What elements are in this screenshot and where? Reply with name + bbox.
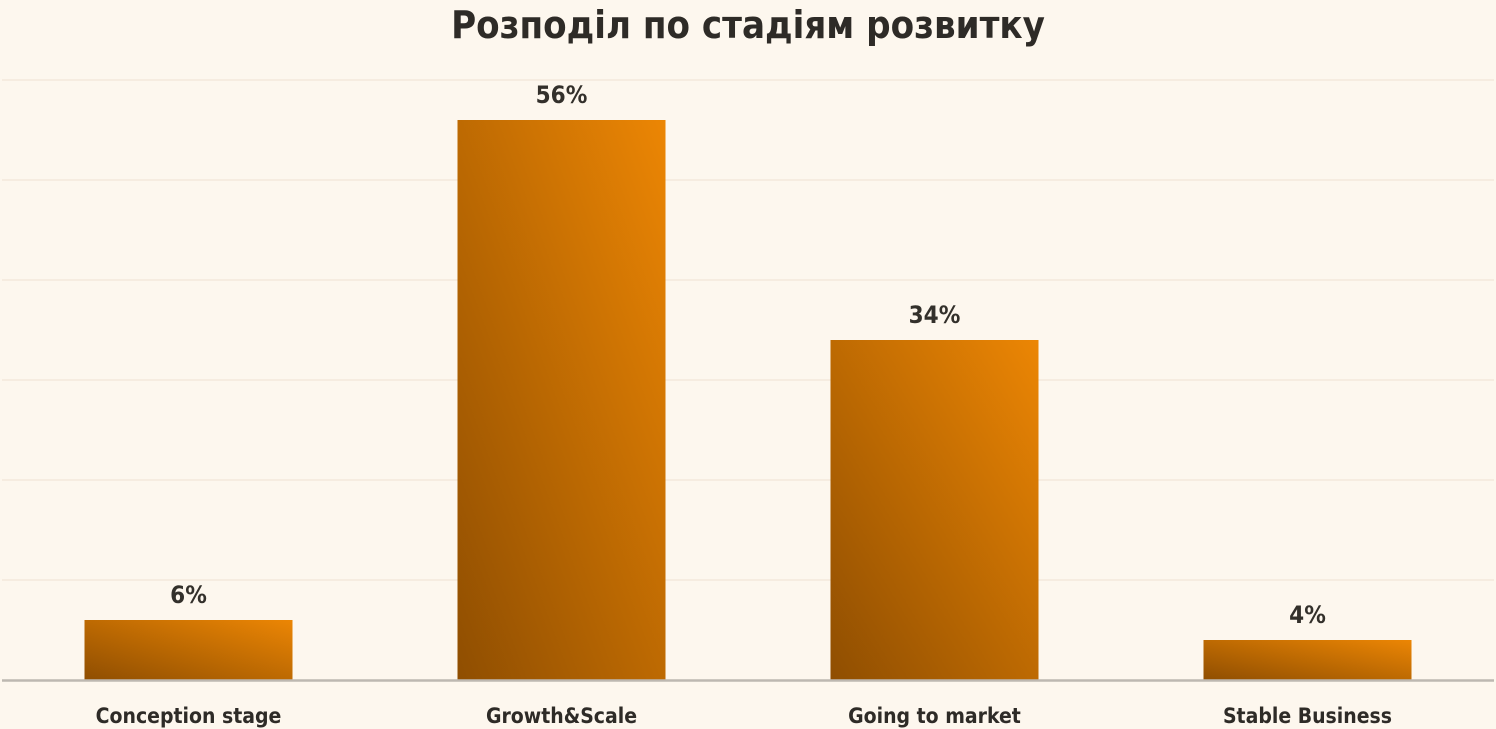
category-label: Growth&Scale [486,704,637,728]
value-label: 4% [1289,601,1326,629]
bar-stable-business [1203,640,1412,680]
category-label: Conception stage [96,704,282,728]
chart-title: Розподіл по стадіям розвитку [451,3,1045,47]
category-label: Going to market [848,704,1021,728]
value-labels: 6% 56% 34% 4% [170,81,1326,629]
bars [84,120,1412,680]
bar-growth-scale [457,120,666,680]
bar-conception-stage [84,620,293,680]
category-labels: Conception stage Growth&Scale Going to mar… [96,704,1392,728]
gridlines [2,79,1494,581]
category-label: Stable Business [1223,704,1392,728]
bar-going-to-market [830,340,1039,680]
value-label: 6% [170,581,207,609]
value-label: 56% [536,81,588,109]
value-label: 34% [909,301,961,329]
